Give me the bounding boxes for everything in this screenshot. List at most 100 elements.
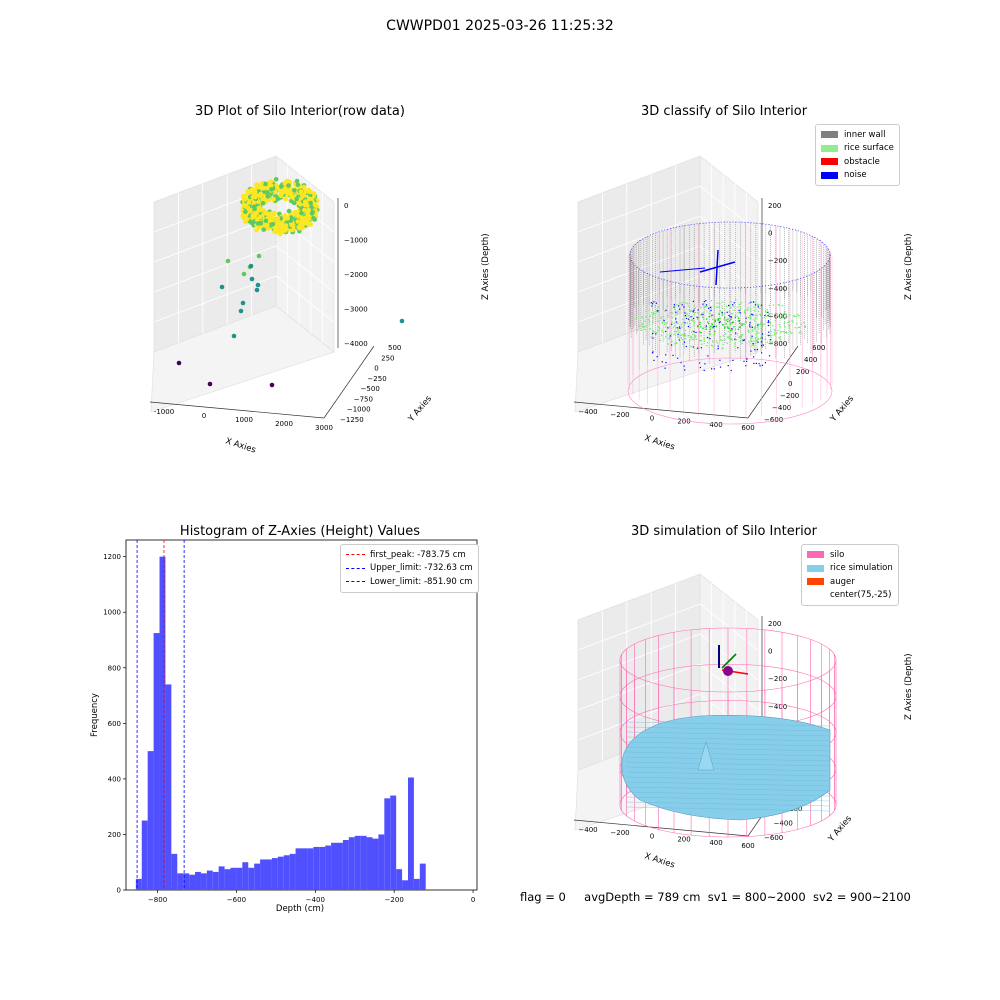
noise-point xyxy=(684,322,686,324)
panel4-ylabel: Y Axies xyxy=(826,814,854,845)
data-point xyxy=(307,215,312,221)
rice-point xyxy=(735,314,737,316)
rice-point xyxy=(784,326,786,328)
rice-point xyxy=(755,325,757,327)
rice-point xyxy=(759,323,761,326)
noise-point xyxy=(702,303,704,305)
rice-mesh xyxy=(625,751,831,757)
grid-line xyxy=(699,603,759,651)
noise-point xyxy=(767,320,770,322)
rice-point xyxy=(673,308,676,311)
rice-point xyxy=(726,336,729,338)
rice-point xyxy=(750,340,752,342)
x-tick-label: -1000 xyxy=(154,408,174,416)
noise-point xyxy=(711,368,713,370)
noise-point xyxy=(678,339,680,341)
x-axis-line xyxy=(573,401,749,419)
rice-point xyxy=(760,321,762,323)
rice-point xyxy=(694,307,696,309)
rice-point xyxy=(795,315,797,317)
rice-point xyxy=(778,337,780,339)
data-point xyxy=(275,228,281,233)
x-tick-label: −200 xyxy=(610,829,629,837)
rice-point xyxy=(779,336,781,338)
rice-point xyxy=(664,324,666,326)
data-point xyxy=(244,217,250,222)
noise-point xyxy=(750,313,752,315)
rice-point xyxy=(761,340,763,343)
rice-point xyxy=(687,303,689,305)
x-tick-label: 0 xyxy=(202,412,206,420)
rice-point xyxy=(722,343,724,345)
rice-point xyxy=(752,329,754,331)
rice-point xyxy=(726,342,728,344)
outlier-point xyxy=(240,300,246,306)
rice-point xyxy=(790,332,792,334)
rice-point xyxy=(716,342,719,344)
rice-point xyxy=(752,314,754,316)
x-tick-label: 1000 xyxy=(235,416,253,424)
rice-point xyxy=(804,326,806,328)
rice-point xyxy=(705,328,707,330)
noise-point xyxy=(754,349,756,351)
rice-point xyxy=(753,309,756,312)
rice-mesh xyxy=(625,801,831,807)
rice-point xyxy=(690,331,693,333)
rice-point xyxy=(710,306,712,308)
rice-point xyxy=(712,318,714,320)
noise-point xyxy=(769,355,771,357)
rice-point xyxy=(710,308,713,310)
x-tick-label: 600 xyxy=(741,842,754,850)
rice-point xyxy=(730,306,732,309)
rice-point xyxy=(722,335,725,337)
rice-point xyxy=(766,311,768,314)
y-tick-label: 0 xyxy=(788,380,792,388)
data-point xyxy=(261,186,267,191)
rice-point xyxy=(751,340,753,343)
noise-point xyxy=(661,361,663,363)
rice-point xyxy=(658,326,660,328)
y-tick-label: 200 xyxy=(108,831,121,839)
rice-point xyxy=(708,332,710,335)
rice-point xyxy=(789,324,791,326)
rice-point xyxy=(741,335,743,337)
noise-ring xyxy=(629,221,831,289)
legend-item-auger: auger xyxy=(807,575,893,589)
data-point xyxy=(305,221,310,226)
rice-point xyxy=(694,334,696,337)
data-point xyxy=(306,207,311,213)
rice-point xyxy=(739,340,741,342)
z-tick-label: −400 xyxy=(768,285,787,293)
rice-point xyxy=(677,329,679,331)
rice-point xyxy=(759,313,761,316)
y-tick-label: 1000 xyxy=(103,609,121,617)
noise-point xyxy=(709,337,711,340)
noise-point xyxy=(651,305,653,307)
rice-point xyxy=(641,316,643,318)
rice-point xyxy=(681,334,683,336)
rice-point xyxy=(731,322,733,324)
legend-item-silo: silo xyxy=(807,548,893,562)
rice-point xyxy=(641,329,643,331)
rice-point xyxy=(671,321,673,323)
grid-line xyxy=(699,633,759,681)
histogram-bar xyxy=(159,556,166,890)
rice-point xyxy=(717,319,719,321)
rice-point xyxy=(688,312,691,315)
rice-point xyxy=(771,334,773,337)
rice-point xyxy=(760,323,762,325)
noise-point xyxy=(684,312,686,314)
grid-line xyxy=(577,185,701,233)
rice-point xyxy=(754,326,756,329)
noise-point xyxy=(695,331,697,333)
rice-point xyxy=(656,311,658,313)
rice-point xyxy=(700,332,702,334)
rice-point xyxy=(693,338,695,340)
rice-point xyxy=(671,340,673,343)
rice-point xyxy=(681,326,683,328)
y-tick-label: −200 xyxy=(780,392,799,400)
rice-point xyxy=(784,311,786,313)
rice-point xyxy=(761,331,763,333)
rice-point xyxy=(715,340,718,342)
rice-point xyxy=(675,341,678,344)
